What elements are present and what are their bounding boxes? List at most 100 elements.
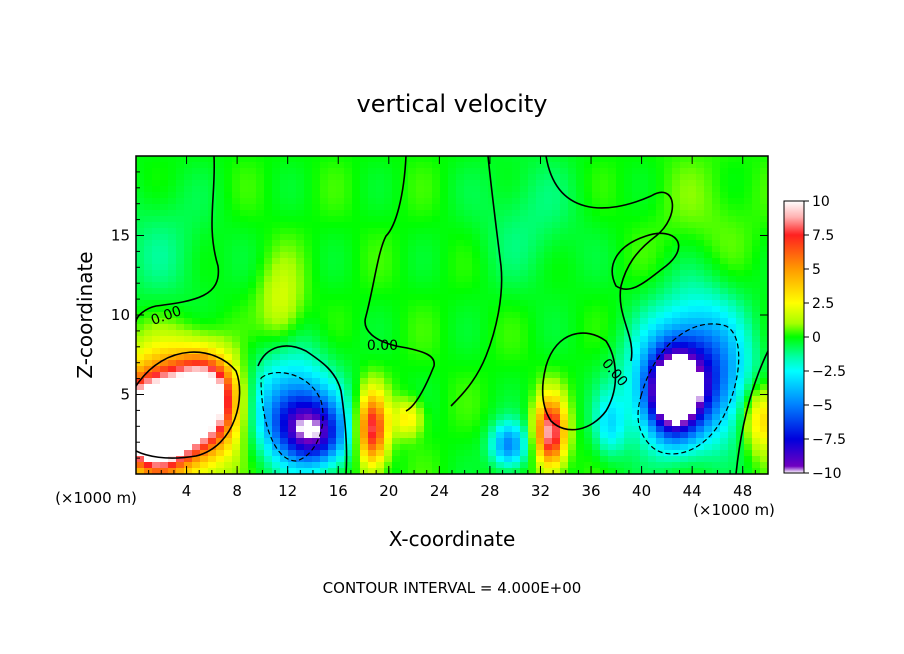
field-cell bbox=[504, 342, 513, 349]
field-cell bbox=[144, 318, 153, 325]
field-cell bbox=[400, 354, 409, 361]
field-cell bbox=[240, 282, 249, 289]
field-cell bbox=[480, 192, 489, 199]
field-cell bbox=[264, 240, 273, 247]
field-cell bbox=[560, 420, 569, 427]
field-cell bbox=[368, 174, 377, 181]
field-cell bbox=[552, 174, 561, 181]
field-cell bbox=[248, 192, 257, 199]
field-cell bbox=[248, 252, 257, 259]
field-cell bbox=[640, 288, 649, 295]
field-cell bbox=[392, 336, 401, 343]
field-cell bbox=[328, 300, 337, 307]
field-cell bbox=[672, 192, 681, 199]
field-cell bbox=[144, 354, 153, 361]
field-cell bbox=[264, 276, 273, 283]
field-cell bbox=[376, 336, 385, 343]
field-cell bbox=[760, 468, 768, 474]
field-cell bbox=[376, 420, 385, 427]
field-cell bbox=[456, 210, 465, 217]
field-cell bbox=[288, 180, 297, 187]
field-cell bbox=[392, 396, 401, 403]
field-cell bbox=[648, 324, 657, 331]
field-cell bbox=[288, 438, 297, 445]
field-cell bbox=[216, 336, 225, 343]
field-cell bbox=[328, 258, 337, 265]
field-cell bbox=[640, 156, 649, 163]
field-cell bbox=[160, 372, 169, 379]
field-cell bbox=[160, 222, 169, 229]
field-cell bbox=[440, 180, 449, 187]
field-cell bbox=[600, 462, 609, 469]
field-cell bbox=[360, 342, 369, 349]
field-cell bbox=[376, 468, 385, 474]
field-cell bbox=[528, 372, 537, 379]
field-cell bbox=[168, 342, 177, 349]
field-cell bbox=[176, 186, 185, 193]
field-cell bbox=[184, 228, 193, 235]
field-cell bbox=[208, 174, 217, 181]
field-cell bbox=[552, 234, 561, 241]
field-cell bbox=[224, 330, 233, 337]
field-cell bbox=[488, 198, 497, 205]
field-cell bbox=[328, 396, 337, 403]
field-cell bbox=[248, 240, 257, 247]
field-cell bbox=[144, 366, 153, 373]
field-cell bbox=[440, 390, 449, 397]
field-cell bbox=[384, 222, 393, 229]
field-cell bbox=[664, 216, 673, 223]
field-cell bbox=[640, 282, 649, 289]
field-cell bbox=[736, 282, 745, 289]
field-cell bbox=[624, 348, 633, 355]
field-cell bbox=[608, 276, 617, 283]
field-cell bbox=[624, 162, 633, 169]
field-cell bbox=[232, 354, 241, 361]
field-cell bbox=[352, 336, 361, 343]
field-cell bbox=[288, 390, 297, 397]
field-cell bbox=[576, 162, 585, 169]
field-cell bbox=[528, 252, 537, 259]
field-cell bbox=[160, 414, 169, 421]
field-cell bbox=[472, 342, 481, 349]
field-cell bbox=[496, 396, 505, 403]
field-cell bbox=[264, 360, 273, 367]
field-cell bbox=[256, 336, 265, 343]
field-cell bbox=[688, 408, 697, 415]
field-cell bbox=[656, 378, 665, 385]
field-cell bbox=[432, 432, 441, 439]
field-cell bbox=[680, 288, 689, 295]
field-cell bbox=[144, 276, 153, 283]
field-cell bbox=[512, 168, 521, 175]
field-cell bbox=[320, 456, 329, 463]
field-cell bbox=[400, 336, 409, 343]
field-cell bbox=[664, 390, 673, 397]
field-cell bbox=[416, 426, 425, 433]
field-cell bbox=[736, 414, 745, 421]
field-cell bbox=[416, 324, 425, 331]
field-cell bbox=[256, 240, 265, 247]
field-cell bbox=[584, 402, 593, 409]
field-cell bbox=[520, 360, 529, 367]
field-cell bbox=[464, 162, 473, 169]
field-cell bbox=[368, 414, 377, 421]
field-cell bbox=[136, 462, 145, 469]
field-cell bbox=[592, 396, 601, 403]
field-cell bbox=[408, 462, 417, 469]
field-cell bbox=[672, 402, 681, 409]
field-cell bbox=[240, 276, 249, 283]
field-cell bbox=[376, 246, 385, 253]
field-cell bbox=[248, 336, 257, 343]
field-cell bbox=[648, 180, 657, 187]
field-cell bbox=[760, 246, 768, 253]
field-cell bbox=[592, 372, 601, 379]
field-cell bbox=[296, 450, 305, 457]
field-cell bbox=[648, 240, 657, 247]
field-cell bbox=[432, 252, 441, 259]
field-cell bbox=[360, 198, 369, 205]
field-cell bbox=[336, 258, 345, 265]
field-cell bbox=[208, 378, 217, 385]
field-cell bbox=[576, 270, 585, 277]
field-cell bbox=[136, 426, 145, 433]
field-cell bbox=[704, 468, 713, 474]
field-cell bbox=[168, 222, 177, 229]
